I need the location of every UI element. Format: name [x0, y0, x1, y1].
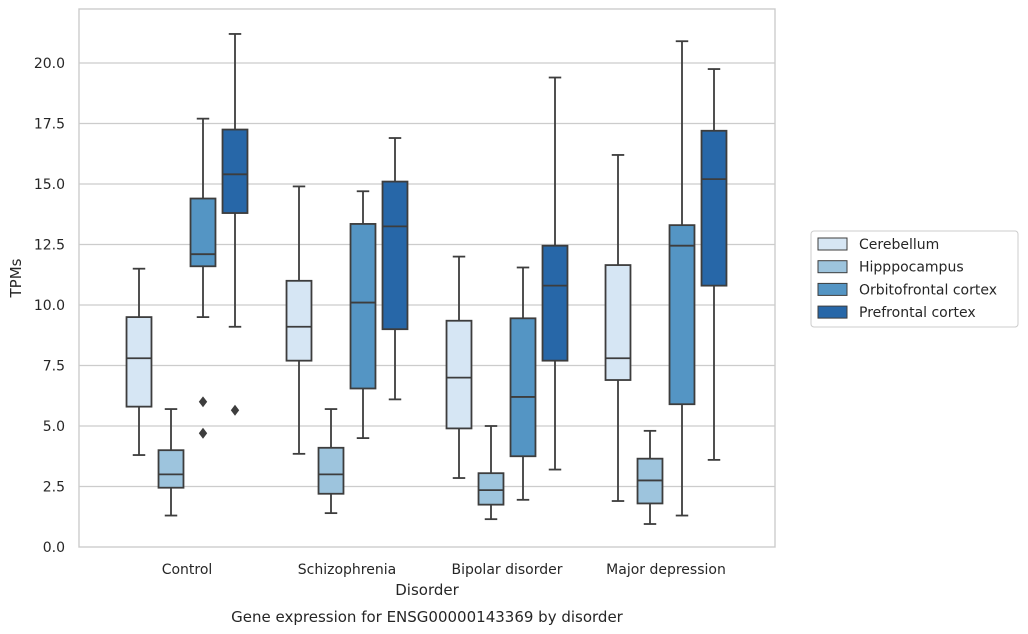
- box-body: [221, 128, 249, 214]
- y-tick-label: 5.0: [43, 419, 65, 435]
- box-body: [445, 319, 473, 430]
- legend-swatch: [817, 282, 848, 296]
- plot-frame: [78, 8, 776, 548]
- legend: Cerebellum Hipppocampus Orbitofrontal cort…: [810, 230, 1019, 328]
- x-tick-label: Major depression: [606, 562, 726, 578]
- box-cerebellum-0: [125, 267, 153, 456]
- box-orbitofrontal-cortex-3: [668, 40, 696, 517]
- y-tick-label: 17.5: [34, 117, 65, 133]
- box-body: [541, 244, 569, 362]
- box-body: [349, 223, 377, 390]
- box-cerebellum-3: [604, 154, 632, 502]
- y-tick-label: 12.5: [34, 238, 65, 254]
- box-hipppocampus-0: [157, 408, 185, 517]
- legend-label: Prefrontal cortex: [859, 305, 976, 321]
- box-prefrontal-cortex-3: [700, 68, 728, 461]
- x-tick-label: Bipolar disorder: [451, 562, 562, 578]
- box-body: [189, 197, 217, 268]
- y-tick-label: 15.0: [34, 177, 65, 193]
- x-tick-label: Control: [162, 562, 213, 578]
- box-orbitofrontal-cortex-0: [189, 117, 217, 439]
- legend-label: Cerebellum: [859, 237, 939, 253]
- legend-frame: [810, 230, 1019, 328]
- y-tick-label: 20.0: [34, 56, 65, 72]
- box-body: [509, 317, 537, 458]
- legend-swatch: [817, 305, 848, 319]
- x-tick-labels: Control Schizophrenia Bipolar disorder Majo…: [162, 562, 726, 578]
- y-tick-label: 10.0: [34, 298, 65, 314]
- box-cerebellum-1: [285, 185, 313, 455]
- y-tick-label: 7.5: [43, 359, 65, 375]
- chart-caption: Gene expression for ENSG00000143369 by d…: [231, 608, 624, 626]
- box-plot-marks: [125, 33, 728, 525]
- box-cerebellum-2: [445, 255, 473, 479]
- box-orbitofrontal-cortex-2: [509, 266, 537, 501]
- box-prefrontal-cortex-0: [221, 33, 249, 416]
- grid-lines: [79, 62, 775, 488]
- x-tick-label: Schizophrenia: [298, 562, 396, 578]
- legend-label: Orbitofrontal cortex: [859, 282, 997, 298]
- box-orbitofrontal-cortex-1: [349, 190, 377, 440]
- box-body: [700, 129, 728, 287]
- legend-swatch: [817, 237, 848, 251]
- box-hipppocampus-1: [317, 408, 345, 515]
- box-body: [668, 224, 696, 406]
- outlier-point: [198, 427, 208, 439]
- y-tick-label: 2.5: [43, 480, 65, 496]
- box-body: [477, 472, 505, 506]
- legend-swatch: [817, 260, 848, 274]
- box-prefrontal-cortex-2: [541, 76, 569, 471]
- legend-label: Hipppocampus: [859, 260, 964, 276]
- box-hipppocampus-2: [477, 425, 505, 521]
- box-prefrontal-cortex-1: [381, 137, 409, 401]
- y-tick-label: 0.0: [43, 540, 65, 556]
- outlier-point: [230, 404, 240, 416]
- outlier-point: [198, 396, 208, 408]
- box-body: [125, 316, 153, 408]
- box-body: [157, 449, 185, 489]
- plot-background: [79, 9, 775, 547]
- box-body: [604, 264, 632, 381]
- y-axis-label: TPMs: [7, 258, 25, 298]
- box-body: [285, 279, 313, 362]
- box-hipppocampus-3: [636, 429, 664, 525]
- box-body: [381, 180, 409, 331]
- y-tick-labels: 0.0 2.5 5.0 7.5 10.0 12.5 15.0 17.5 20.0: [34, 56, 65, 556]
- x-axis-label: Disorder: [395, 581, 459, 599]
- box-body: [317, 446, 345, 495]
